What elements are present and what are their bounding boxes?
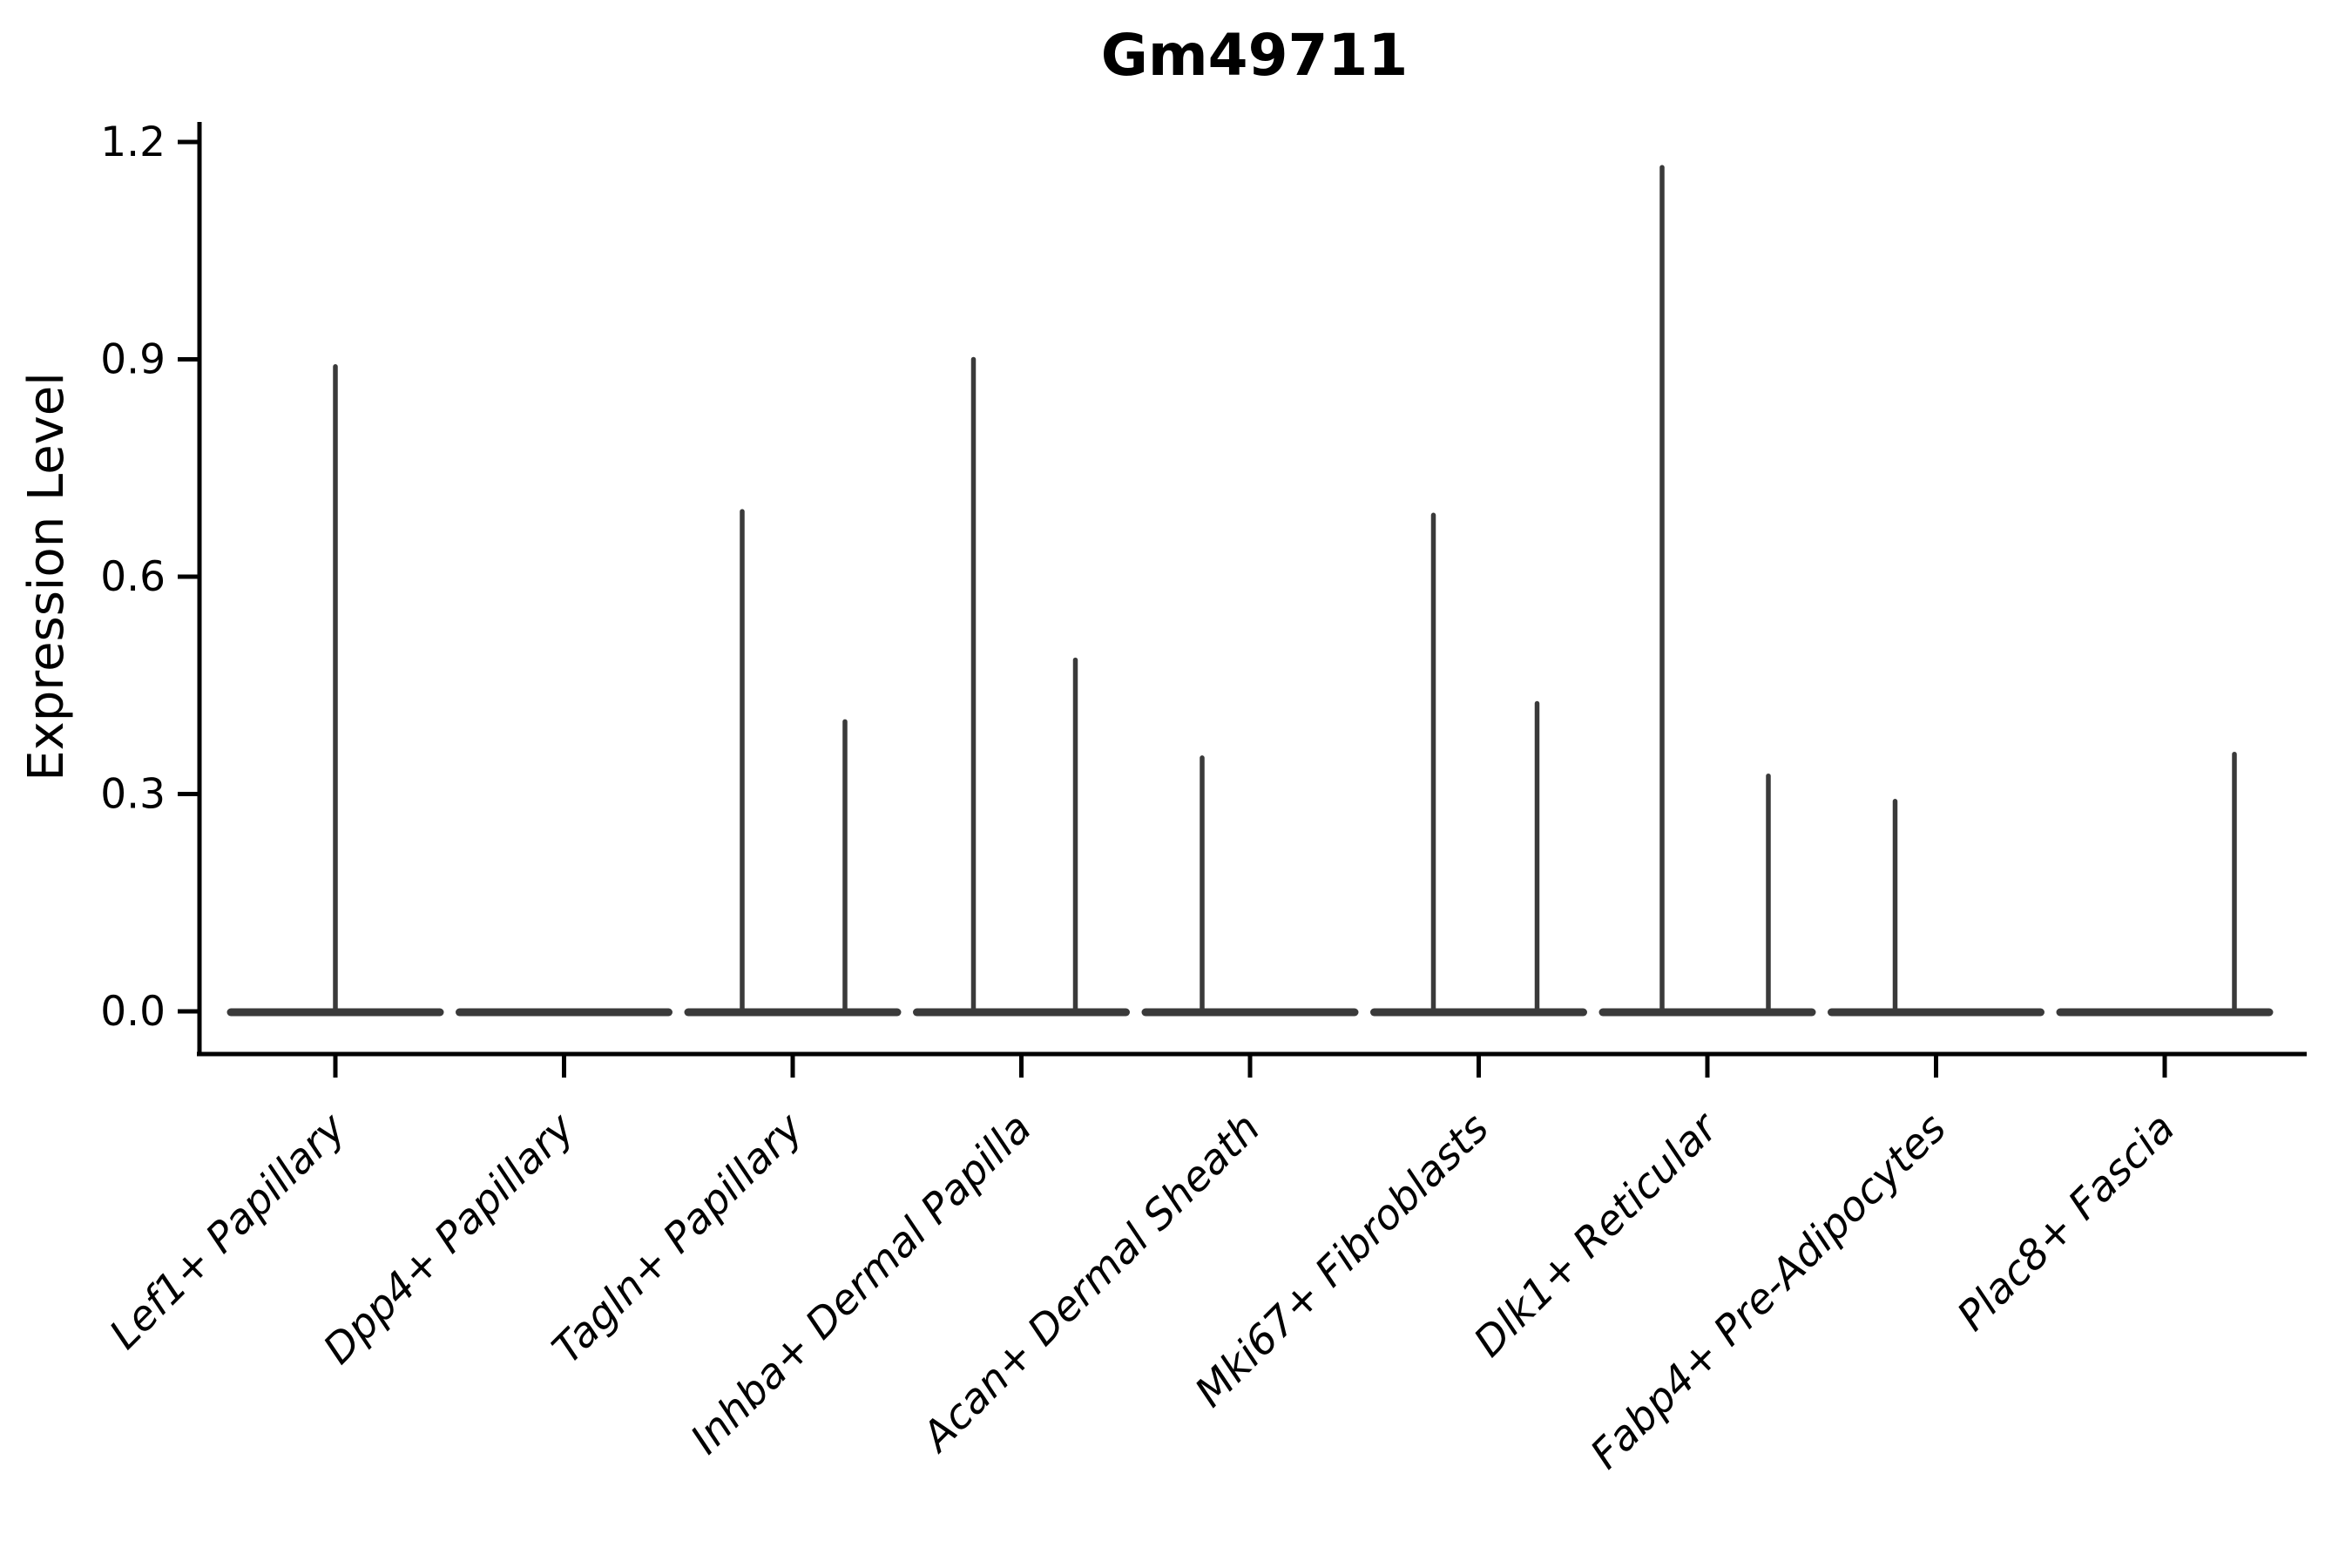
violin: [2056, 751, 2274, 1017]
violin: [913, 356, 1130, 1017]
violin: [1598, 165, 1816, 1017]
x-tick-label: Lef1+ Papillary: [100, 1104, 355, 1359]
violin: [1828, 799, 2044, 1017]
x-tick-label: Plac8+ Fascia: [1948, 1105, 2184, 1341]
violin: [684, 509, 902, 1017]
y-tick-label: 0.3: [100, 770, 166, 818]
y-tick-label: 0.6: [100, 553, 166, 601]
y-tick-label: 0.9: [100, 335, 166, 383]
violin: [1141, 755, 1359, 1017]
axis-spines: [197, 122, 2307, 1057]
violins-layer: [226, 165, 2274, 1017]
y-tick-label: 0.0: [100, 988, 166, 1036]
y-tick-label: 1.2: [100, 118, 166, 166]
x-tick-label: Tagln+ Papillary: [544, 1104, 814, 1374]
violin: [226, 364, 444, 1017]
x-tick-label: Dpp4+ Papillary: [314, 1104, 585, 1374]
x-tick-label: Dlk1+ Reticular: [1465, 1103, 1729, 1367]
violin: [1370, 512, 1587, 1017]
y-axis-ticks: 0.0 0.3 0.6 0.9 1.2: [100, 118, 199, 1036]
y-axis-label: Expression Level: [18, 372, 75, 781]
chart-title: Gm49711: [1101, 22, 1409, 89]
